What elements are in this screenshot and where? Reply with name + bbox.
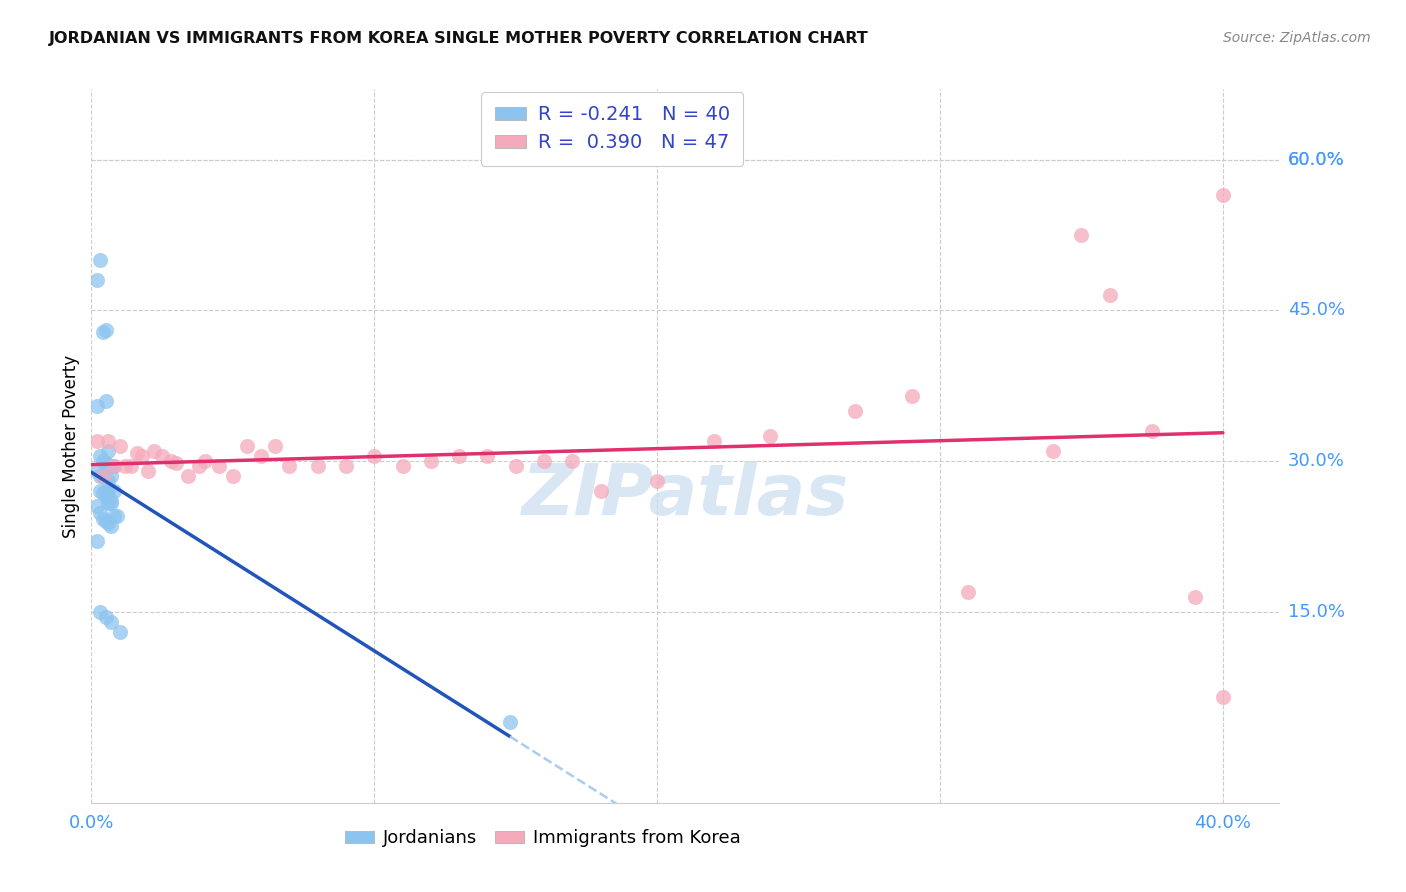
Point — [449, 449, 471, 463]
Point — [94, 323, 117, 337]
Point — [86, 273, 108, 287]
Point — [1212, 690, 1234, 705]
Point — [335, 459, 357, 474]
Text: 60.0%: 60.0% — [1288, 151, 1344, 169]
Point — [193, 454, 215, 468]
Point — [108, 624, 131, 639]
Point — [499, 715, 522, 730]
Point — [86, 464, 108, 478]
Point — [100, 615, 122, 629]
Point — [136, 464, 159, 478]
Point — [307, 459, 329, 474]
Point — [89, 506, 111, 520]
Point — [103, 484, 125, 499]
Point — [1184, 590, 1206, 604]
Point — [1212, 187, 1234, 202]
Point — [86, 434, 108, 448]
Point — [505, 459, 527, 474]
Point — [103, 459, 125, 474]
Point — [1140, 424, 1163, 438]
Point — [100, 469, 122, 483]
Point — [187, 459, 209, 474]
Text: 45.0%: 45.0% — [1288, 301, 1346, 319]
Point — [94, 456, 117, 470]
Point — [94, 484, 117, 499]
Y-axis label: Single Mother Poverty: Single Mother Poverty — [62, 354, 80, 538]
Point — [264, 439, 287, 453]
Point — [957, 584, 980, 599]
Point — [103, 459, 125, 474]
Point — [91, 454, 114, 468]
Point — [703, 434, 725, 448]
Point — [645, 474, 668, 488]
Point — [105, 509, 128, 524]
Point — [100, 496, 122, 510]
Point — [900, 389, 922, 403]
Point — [91, 512, 114, 526]
Point — [86, 399, 108, 413]
Point — [250, 449, 273, 463]
Point — [94, 393, 117, 408]
Point — [89, 605, 111, 619]
Point — [94, 515, 117, 529]
Point — [477, 449, 499, 463]
Point — [759, 429, 782, 443]
Point — [97, 474, 120, 488]
Point — [97, 496, 120, 510]
Point — [91, 486, 114, 500]
Point — [278, 459, 301, 474]
Point — [89, 449, 111, 463]
Point — [142, 444, 165, 458]
Point — [94, 610, 117, 624]
Point — [120, 459, 142, 474]
Text: 30.0%: 30.0% — [1288, 452, 1344, 470]
Point — [589, 484, 612, 499]
Point — [114, 459, 136, 474]
Point — [91, 469, 114, 483]
Point — [108, 439, 131, 453]
Text: JORDANIAN VS IMMIGRANTS FROM KOREA SINGLE MOTHER POVERTY CORRELATION CHART: JORDANIAN VS IMMIGRANTS FROM KOREA SINGL… — [49, 31, 869, 46]
Text: ZIPatlas: ZIPatlas — [522, 461, 849, 531]
Point — [100, 459, 122, 474]
Point — [1070, 227, 1092, 242]
Point — [150, 449, 173, 463]
Point — [176, 469, 198, 483]
Point — [89, 484, 111, 499]
Point — [89, 253, 111, 268]
Point — [1098, 288, 1121, 302]
Point — [1042, 444, 1064, 458]
Point — [100, 494, 122, 508]
Point — [363, 449, 385, 463]
Point — [844, 404, 866, 418]
Point — [86, 500, 108, 514]
Point — [86, 534, 108, 549]
Point — [222, 469, 245, 483]
Point — [103, 509, 125, 524]
Point — [97, 486, 120, 500]
Text: 15.0%: 15.0% — [1288, 603, 1344, 621]
Text: 60.0%: 60.0% — [1288, 151, 1344, 169]
Point — [125, 446, 148, 460]
Point — [97, 516, 120, 531]
Point — [236, 439, 259, 453]
Point — [208, 459, 231, 474]
Point — [165, 456, 187, 470]
Text: Source: ZipAtlas.com: Source: ZipAtlas.com — [1223, 31, 1371, 45]
Legend: Jordanians, Immigrants from Korea: Jordanians, Immigrants from Korea — [337, 822, 748, 855]
Point — [97, 434, 120, 448]
Point — [97, 444, 120, 458]
Point — [94, 489, 117, 503]
Point — [91, 326, 114, 340]
Point — [561, 454, 583, 468]
Point — [100, 519, 122, 533]
Point — [391, 459, 413, 474]
Point — [91, 469, 114, 483]
Point — [159, 454, 181, 468]
Point — [533, 454, 555, 468]
Point — [419, 454, 441, 468]
Point — [131, 449, 153, 463]
Point — [89, 469, 111, 483]
